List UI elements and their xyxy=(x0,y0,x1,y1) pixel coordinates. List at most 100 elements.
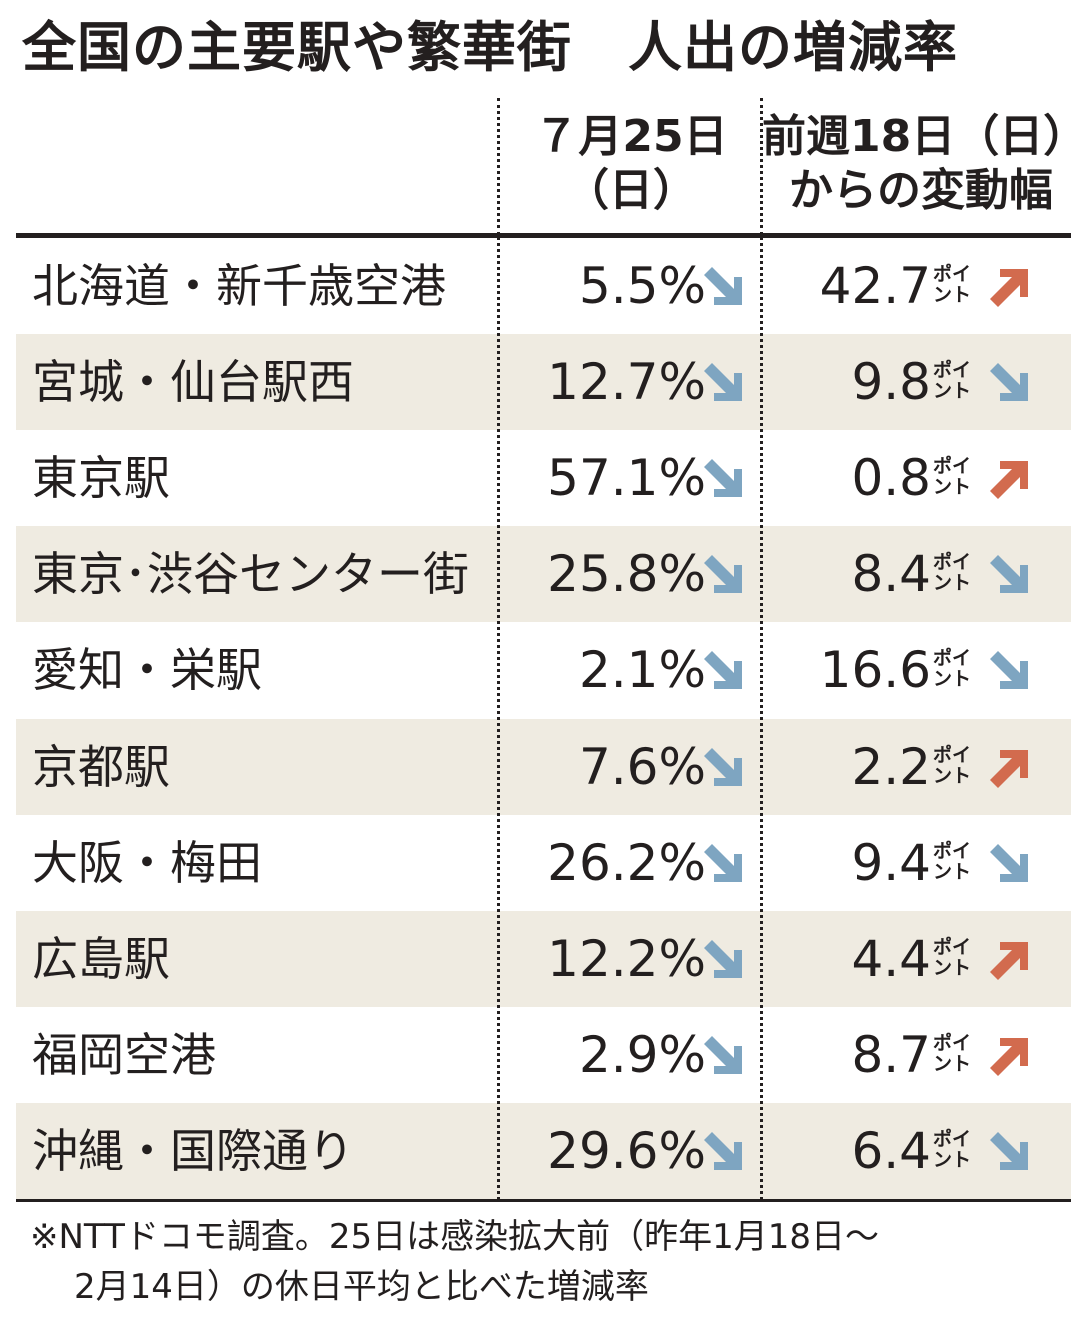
arrow-up-icon xyxy=(990,941,1028,980)
unit-line2: ント xyxy=(933,380,972,403)
row-location-name: 東京駅 xyxy=(32,451,170,506)
row-rate-value: 5.5% xyxy=(578,257,706,315)
unit-line1: ポイ xyxy=(933,935,972,958)
table-row: 広島駅 12.2% 4.4 ポイ ント xyxy=(16,910,1071,1007)
unit-line1: ポイ xyxy=(933,743,972,766)
arrow-up-icon xyxy=(990,269,1028,307)
row-change-value: 2.2 xyxy=(851,737,931,796)
row-change-value: 16.6 xyxy=(819,641,931,700)
table-row: 福岡空港 2.9% 8.7 ポイ ント xyxy=(16,1007,1071,1103)
row-rate-value: 29.6% xyxy=(547,1121,706,1180)
footnote-line2: 2月14日）の休日平均と比べた増減率 xyxy=(74,1267,649,1307)
unit-line2: ント xyxy=(933,956,972,979)
row-change-unit: ポイ ント xyxy=(933,648,985,690)
body-divider-1 xyxy=(497,237,500,1200)
arrow-down-icon xyxy=(704,363,742,402)
row-location-name: 沖縄・国際通り xyxy=(32,1123,354,1178)
row-rate-value: 2.9% xyxy=(578,1025,706,1084)
row-change-value: 9.4 xyxy=(851,833,931,892)
table-row: 京都駅 7.6% 2.2 ポイ ント xyxy=(16,718,1071,815)
arrow-down-icon xyxy=(704,651,742,690)
footnote-line1: ※NTTドコモ調査。25日は感染拡大前（昨年1月18日～ xyxy=(30,1217,880,1257)
row-change-value: 8.7 xyxy=(851,1025,931,1084)
arrow-down-icon xyxy=(704,1035,742,1074)
unit-line1: ポイ xyxy=(933,647,972,670)
row-location-name: 大阪・梅田 xyxy=(32,835,262,890)
row-change-unit: ポイ ント xyxy=(933,360,985,402)
chart-title: 全国の主要駅や繁華街 人出の増減率 xyxy=(22,8,1072,88)
row-change-unit: ポイ ント xyxy=(933,1031,985,1075)
data-table: 北海道・新千歳空港 5.5% 42.7 ポイ ント 宮城・仙台駅西 12.7% 9.8 ポイ ント… xyxy=(16,238,1071,1199)
arrow-down-icon xyxy=(704,1131,742,1170)
row-change-value: 4.4 xyxy=(851,929,931,988)
row-location-name: 福岡空港 xyxy=(32,1027,216,1082)
row-rate-value: 2.1% xyxy=(578,641,706,700)
table-row: 北海道・新千歳空港 5.5% 42.7 ポイ ント xyxy=(16,238,1071,334)
row-change-value: 42.7 xyxy=(819,257,931,315)
row-rate-value: 7.6% xyxy=(578,737,706,796)
unit-line1: ポイ xyxy=(933,455,972,478)
arrow-down-icon xyxy=(704,555,742,594)
row-location-name: 東京･渋谷センター街 xyxy=(32,547,469,602)
row-location-name: 宮城・仙台駅西 xyxy=(32,355,354,410)
unit-line2: ント xyxy=(933,1052,972,1075)
table-row: 愛知・栄駅 2.1% 16.6 ポイ ント xyxy=(16,622,1071,718)
row-rate-value: 26.2% xyxy=(547,833,706,892)
row-change-value: 0.8 xyxy=(851,449,931,508)
row-change-unit: ポイ ント xyxy=(933,264,985,306)
column-header-date: ７月25日 （日） xyxy=(500,110,762,218)
table-row: 東京･渋谷センター街 25.8% 8.4 ポイ ント xyxy=(16,526,1071,623)
row-change-value: 9.8 xyxy=(851,353,931,412)
footnote: ※NTTドコモ調査。25日は感染拡大前（昨年1月18日～ 2月14日）の休日平均… xyxy=(30,1212,1070,1312)
row-rate-value: 12.7% xyxy=(547,353,706,412)
row-rate-value: 57.1% xyxy=(547,449,706,508)
title-main: 全国の主要駅や繁華街 xyxy=(22,16,572,79)
arrow-up-icon xyxy=(990,749,1028,788)
unit-line2: ント xyxy=(933,764,972,787)
row-change-unit: ポイ ント xyxy=(933,456,985,498)
table-row: 大阪・梅田 26.2% 9.4 ポイ ント xyxy=(16,815,1071,911)
arrow-down-icon xyxy=(990,843,1028,882)
column-header-change-line1: 前週18日（日） xyxy=(762,111,1087,162)
unit-line2: ント xyxy=(933,572,972,595)
arrow-down-icon xyxy=(990,363,1028,402)
arrow-down-icon xyxy=(704,747,742,786)
column-header-date-line1: ７月25日 xyxy=(534,111,728,162)
row-location-name: 京都駅 xyxy=(32,739,170,794)
unit-line2: ント xyxy=(933,668,972,691)
row-change-unit: ポイ ント xyxy=(933,743,985,787)
header-rule xyxy=(16,233,1071,238)
arrow-down-icon xyxy=(704,459,742,498)
column-header-change: 前週18日（日） からの変動幅 xyxy=(762,110,1087,218)
title-sub: 人出の増減率 xyxy=(628,16,958,79)
arrow-down-icon xyxy=(704,267,742,305)
table-row: 東京駅 57.1% 0.8 ポイ ント xyxy=(16,430,1071,526)
column-header-change-line2: からの変動幅 xyxy=(789,165,1053,216)
row-rate-value: 12.2% xyxy=(547,929,706,988)
row-change-value: 6.4 xyxy=(851,1121,931,1180)
table-row: 宮城・仙台駅西 12.7% 9.8 ポイ ント xyxy=(16,334,1071,431)
arrow-down-icon xyxy=(990,1131,1028,1170)
header-divider-1 xyxy=(497,98,500,235)
table-row: 沖縄・国際通り 29.6% 6.4 ポイ ント xyxy=(16,1102,1071,1199)
row-location-name: 愛知・栄駅 xyxy=(32,643,262,698)
row-location-name: 広島駅 xyxy=(32,931,170,986)
header-divider-2 xyxy=(760,98,763,235)
row-change-value: 8.4 xyxy=(851,545,931,604)
unit-line1: ポイ xyxy=(933,551,972,574)
arrow-up-icon xyxy=(990,1037,1028,1076)
unit-line1: ポイ xyxy=(933,359,972,382)
unit-line2: ント xyxy=(933,476,972,499)
arrow-up-icon xyxy=(990,461,1028,500)
unit-line1: ポイ xyxy=(933,263,972,285)
bottom-rule xyxy=(16,1199,1071,1202)
body-divider-2 xyxy=(760,237,763,1200)
unit-line1: ポイ xyxy=(933,1127,972,1150)
row-location-name: 北海道・新千歳空港 xyxy=(32,259,446,313)
row-change-unit: ポイ ント xyxy=(933,840,985,883)
unit-line2: ント xyxy=(933,1148,972,1171)
unit-line1: ポイ xyxy=(933,1031,972,1054)
arrow-down-icon xyxy=(704,843,742,882)
arrow-down-icon xyxy=(990,555,1028,594)
arrow-down-icon xyxy=(704,939,742,978)
